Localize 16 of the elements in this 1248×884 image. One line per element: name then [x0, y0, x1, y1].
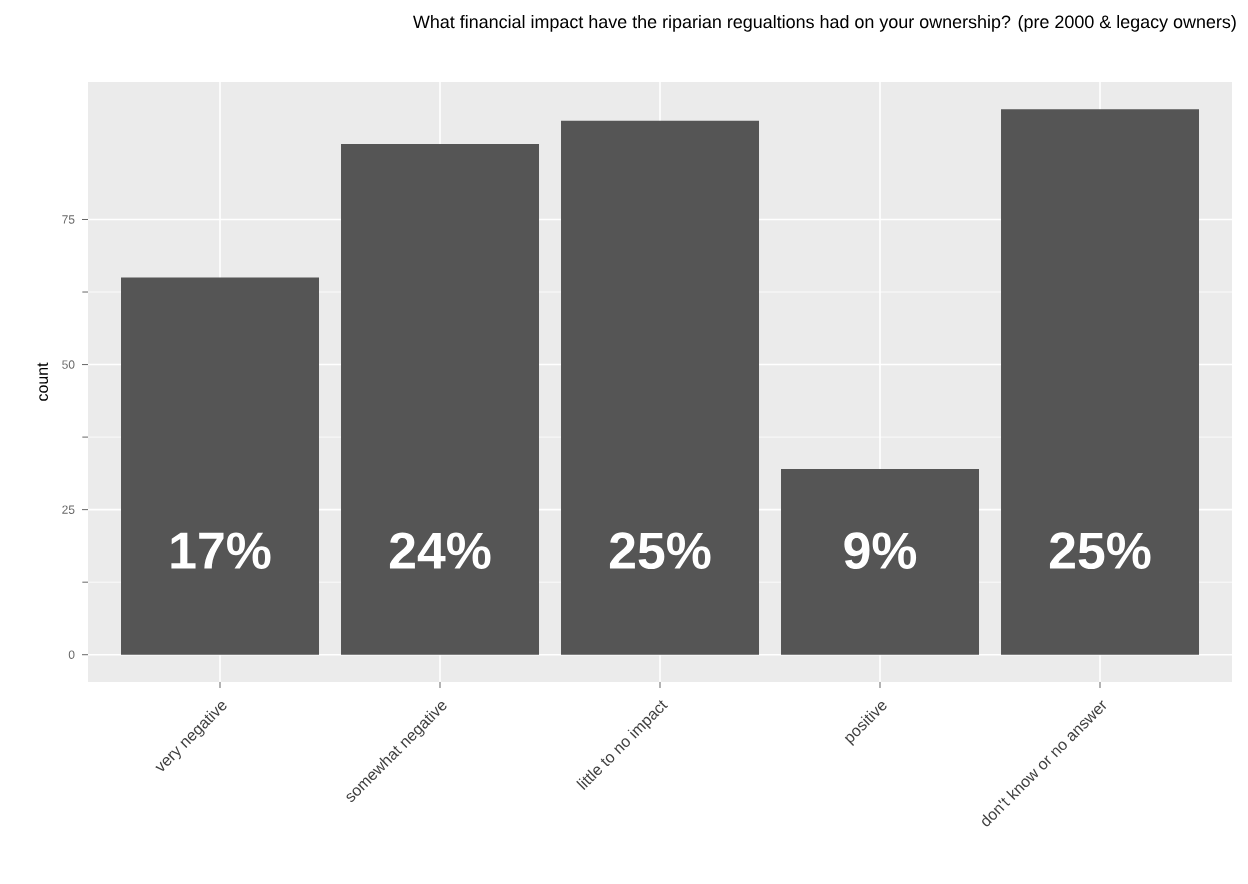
annotation: 9% — [844, 532, 917, 570]
y-tick-label: 75 — [62, 215, 75, 224]
bar — [781, 469, 980, 655]
bar — [121, 277, 320, 655]
y-tick-label: 25 — [62, 505, 75, 514]
annotation: 25% — [609, 532, 711, 570]
y-tick-label: 50 — [62, 360, 75, 369]
bar — [1001, 109, 1200, 655]
annotation: 17% — [171, 532, 271, 569]
annotation: 24% — [389, 532, 491, 569]
bar — [341, 144, 540, 655]
chart-title: What financial impact have the riparian regualtions had on your ownership? (pre 2000 & legacy owners) — [413, 15, 1236, 32]
bar — [561, 120, 760, 655]
y-tick-label: 0 — [68, 650, 75, 659]
y-axis-title: count — [37, 362, 48, 401]
annotation: 25% — [1049, 532, 1151, 570]
